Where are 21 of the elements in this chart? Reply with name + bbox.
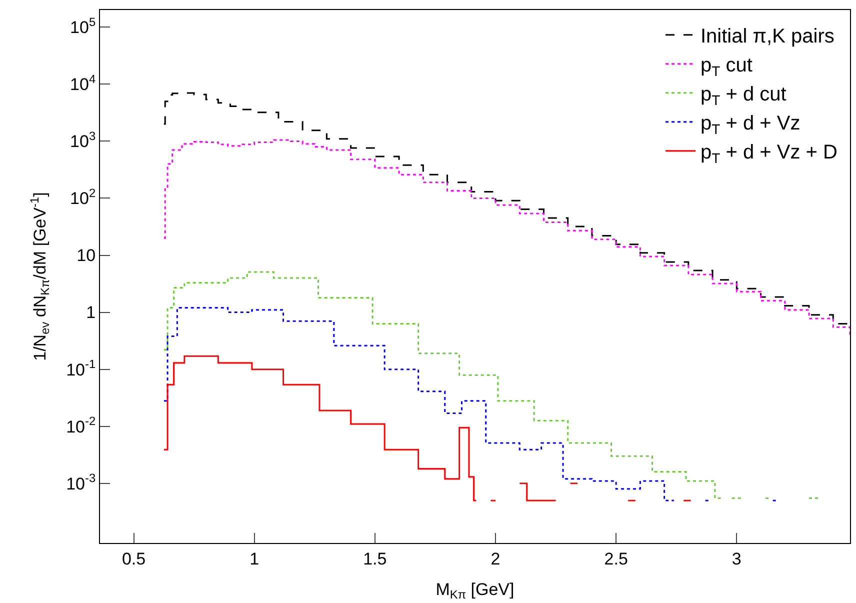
x-tick-label: 2.5 [604, 549, 628, 568]
legend-label: p$_{T}$ cut [700, 54, 753, 79]
x-tick-label: 1 [250, 549, 260, 568]
y-tick-label: 10$^{2}$ [70, 186, 96, 208]
y-tick-label: 10$^{5}$ [70, 14, 96, 38]
legend-label: p$_{T}$ + d cut [700, 84, 787, 108]
x-tick-label: 1.5 [363, 549, 387, 568]
legend-label: p$_{T}$ + d + Vz [700, 112, 800, 137]
y-tick-label: 10 [76, 246, 96, 266]
legend-label: Initial π,K pairs [700, 26, 834, 48]
y-tick-label: 10$^{4}$ [70, 72, 96, 94]
y-tick-label: 10$^{-2}$ [66, 414, 96, 436]
legend-label: p$_{T}$ + d + Vz + D [700, 142, 838, 166]
x-tick-label: 3 [732, 549, 742, 568]
x-axis-title: M$_{Kπ}$ [GeV] [436, 580, 514, 602]
y-tick-label: 10$^{3}$ [70, 129, 96, 152]
y-tick-label: 10$^{-1}$ [66, 357, 96, 380]
y-tick-label: 10$^{-3}$ [66, 471, 96, 494]
x-tick-label: 2 [490, 549, 500, 568]
x-tick-label: 0.5 [122, 549, 146, 568]
y-tick-label: 1 [86, 303, 96, 322]
